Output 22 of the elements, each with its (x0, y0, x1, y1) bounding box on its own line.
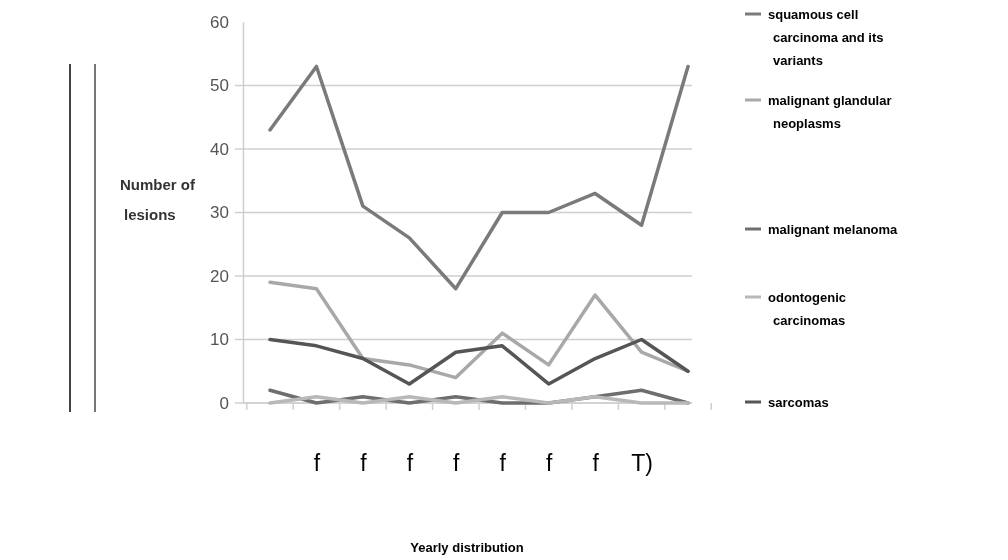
legend-label: malignant melanoma (768, 222, 899, 237)
x-tick-label: f (453, 450, 461, 477)
y-tick-label: 20 (210, 266, 229, 286)
x-tick-label: f (313, 450, 321, 477)
x-tick-label: f (406, 450, 414, 477)
y-axis-title: Number of lesions (120, 176, 196, 223)
x-tick-label: f (499, 450, 507, 477)
y-tick-label: 10 (210, 330, 229, 350)
legend-label: sarcomas (768, 395, 829, 410)
y-tick-label: 0 (219, 393, 229, 413)
x-tick-label: f (592, 450, 600, 477)
y-tick-label: 40 (210, 139, 229, 159)
legend-label: malignant glandular neoplasms (768, 93, 892, 131)
x-axis-title: Yearly distribution (410, 540, 524, 555)
y-tick-label: 30 (210, 203, 229, 223)
x-tick-label: f (545, 450, 553, 477)
legend-label: odontogenic carcinomas (768, 290, 846, 328)
x-tick-label: T) (631, 450, 653, 477)
x-tick-label: f (360, 450, 368, 477)
legend-label: squamous cell carcinoma and its variants (768, 7, 884, 68)
y-tick-label: 60 (210, 12, 229, 32)
y-tick-label: 50 (210, 76, 229, 96)
